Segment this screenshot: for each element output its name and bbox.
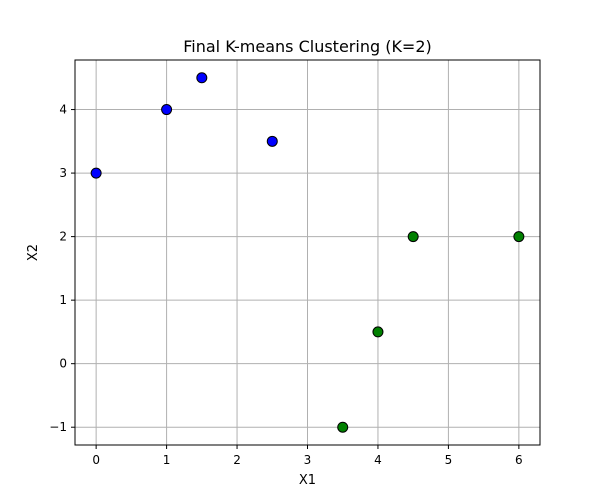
x-tick-label: 4 bbox=[374, 453, 382, 467]
cluster-2-point bbox=[513, 231, 525, 243]
cluster-2-point bbox=[372, 326, 384, 338]
data-points bbox=[90, 72, 525, 433]
y-tick-label: 2 bbox=[59, 230, 67, 244]
cluster-1-point bbox=[266, 135, 278, 147]
chart-title: Final K-means Clustering (K=2) bbox=[183, 37, 432, 56]
y-tick-label: 0 bbox=[59, 357, 67, 371]
y-tick-label: 3 bbox=[59, 166, 67, 180]
cluster-1-point bbox=[161, 104, 173, 116]
x-tick-label: 3 bbox=[304, 453, 312, 467]
y-tick-label: 1 bbox=[59, 293, 67, 307]
x-tick-label: 6 bbox=[515, 453, 523, 467]
cluster-1-point bbox=[196, 72, 208, 84]
x-tick-label: 0 bbox=[92, 453, 100, 467]
x-tick-label: 5 bbox=[445, 453, 453, 467]
y-tick-label: 4 bbox=[59, 103, 67, 117]
cluster-2-point bbox=[407, 231, 419, 243]
grid-lines bbox=[75, 60, 540, 445]
cluster-1-point bbox=[90, 167, 102, 179]
y-tick-label: −1 bbox=[49, 420, 67, 434]
axis-ticks: 0 1 2 3 4 5 6 −1 0 1 2 3 4 bbox=[49, 103, 522, 467]
cluster-2-point bbox=[337, 421, 349, 433]
x-axis-label: X1 bbox=[299, 473, 316, 488]
x-tick-label: 1 bbox=[163, 453, 171, 467]
x-tick-label: 2 bbox=[233, 453, 241, 467]
y-axis-label: X2 bbox=[26, 244, 41, 261]
